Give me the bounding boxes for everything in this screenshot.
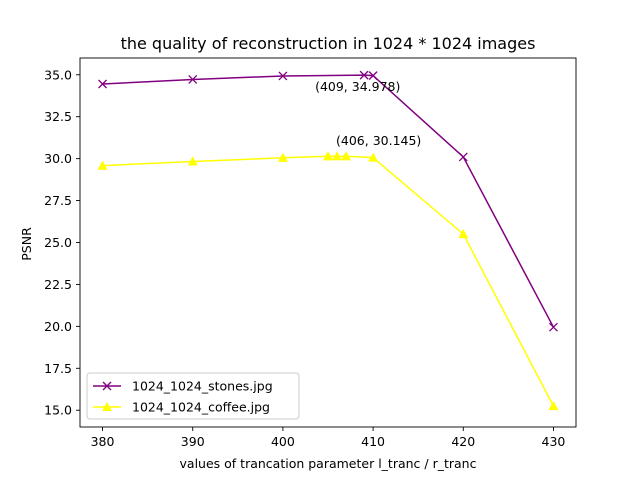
legend: 1024_1024_stones.jpg 1024_1024_coffee.jpg xyxy=(86,372,300,420)
data-point-s2-6 xyxy=(341,151,352,161)
x-tick-label-4: 410 xyxy=(361,434,385,449)
legend-label-2: 1024_1024_coffee.jpg xyxy=(132,400,270,415)
data-point-s2-5 xyxy=(332,151,342,161)
data-point-s1-1 xyxy=(98,79,108,89)
legend-marker-1 xyxy=(102,381,112,391)
annotation-1: (409, 34.978) xyxy=(315,79,400,94)
series-line-2 xyxy=(102,155,555,407)
data-point-s1-7 xyxy=(548,322,558,332)
x-tick-label-6: 430 xyxy=(542,434,566,449)
data-point-s2-2 xyxy=(187,156,198,166)
plot-frame xyxy=(79,57,577,428)
series-line-1 xyxy=(102,74,555,328)
plot-area: (409, 34.978) (406, 30.145) 380 390 400 410 42… xyxy=(44,57,577,449)
annotation-2: (406, 30.145) xyxy=(336,133,421,148)
data-point-s2-4 xyxy=(323,151,333,161)
legend-box xyxy=(86,372,300,420)
y-tick-label-4: 22.5 xyxy=(44,277,72,292)
y-tick-label-7: 30.0 xyxy=(44,151,72,166)
y-tick-label-2: 17.5 xyxy=(44,361,72,376)
data-point-s1-4 xyxy=(359,70,369,80)
x-tick-label-3: 400 xyxy=(271,434,295,449)
data-point-s2-3 xyxy=(277,152,288,162)
data-point-s1-2 xyxy=(188,75,198,84)
x-tick-label-1: 380 xyxy=(91,434,115,449)
legend-item-1: 1024_1024_stones.jpg xyxy=(93,379,273,394)
data-point-s2-7 xyxy=(368,152,379,162)
legend-item-2: 1024_1024_coffee.jpg xyxy=(93,400,270,415)
y-tick-label-5: 25.0 xyxy=(44,235,72,250)
y-tick-label-6: 27.5 xyxy=(44,193,72,208)
data-point-s1-5 xyxy=(368,71,378,81)
y-tick-label-1: 15.0 xyxy=(44,403,72,418)
data-point-s2-8 xyxy=(458,228,469,239)
data-point-s2-1 xyxy=(97,160,108,170)
x-tick-label-2: 390 xyxy=(181,434,205,449)
y-tick-label-8: 32.5 xyxy=(44,109,72,124)
chart-title: the quality of reconstruction in 1024 * … xyxy=(121,34,536,53)
y-tick-label-9: 35.0 xyxy=(44,67,72,82)
data-point-s2-9 xyxy=(548,400,559,411)
legend-label-1: 1024_1024_stones.jpg xyxy=(132,379,273,394)
data-point-s1-6 xyxy=(458,152,468,162)
data-point-s1-3 xyxy=(278,71,288,81)
x-tick-label-5: 420 xyxy=(451,434,475,449)
legend-marker-2 xyxy=(102,401,112,412)
y-axis-label: PSNR xyxy=(19,227,34,261)
x-axis-label: values of trancation parameter l_tranc /… xyxy=(180,456,477,471)
y-tick-label-3: 20.0 xyxy=(44,319,72,334)
